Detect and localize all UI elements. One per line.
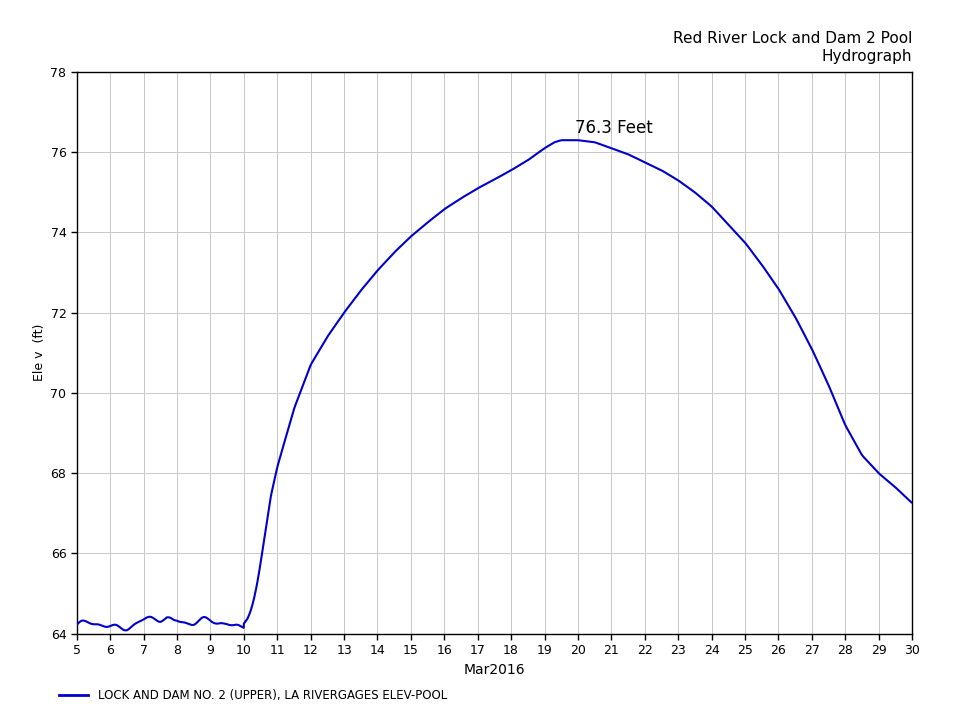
Text: 76.3 Feet: 76.3 Feet bbox=[575, 120, 653, 138]
Legend: LOCK AND DAM NO. 2 (UPPER), LA RIVERGAGES ELEV-POOL: LOCK AND DAM NO. 2 (UPPER), LA RIVERGAGE… bbox=[54, 685, 451, 707]
Y-axis label: Ele v  (ft): Ele v (ft) bbox=[34, 324, 46, 382]
Text: Red River Lock and Dam 2 Pool
Hydrograph: Red River Lock and Dam 2 Pool Hydrograph bbox=[673, 32, 912, 64]
X-axis label: Mar2016: Mar2016 bbox=[464, 662, 525, 677]
